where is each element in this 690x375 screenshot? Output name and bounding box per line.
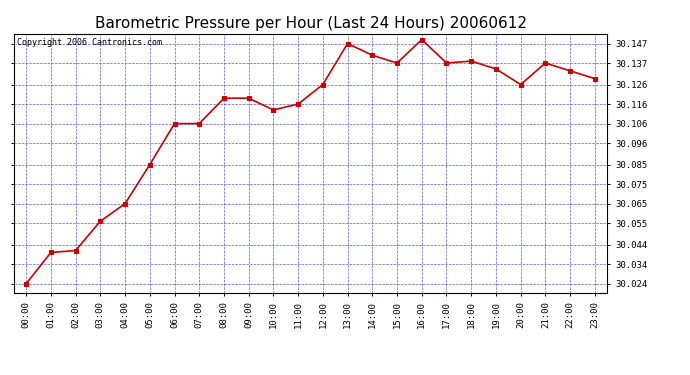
Title: Barometric Pressure per Hour (Last 24 Hours) 20060612: Barometric Pressure per Hour (Last 24 Ho… (95, 16, 526, 31)
Text: Copyright 2006 Cantronics.com: Copyright 2006 Cantronics.com (17, 38, 161, 46)
